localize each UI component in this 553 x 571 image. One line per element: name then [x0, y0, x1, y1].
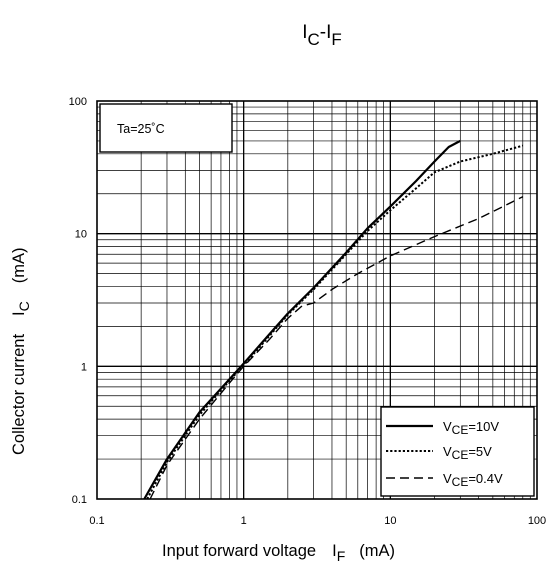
plot-frame [96, 100, 538, 500]
series-lines [143, 139, 524, 500]
y-tick-label: 100 [69, 96, 87, 108]
legend-label-vce-0-4v: VCE=0.4V [443, 471, 503, 489]
legend: VCE=10V VCE=5V VCE=0.4V [380, 406, 535, 497]
y-tick-label: 10 [75, 229, 87, 241]
legend-box [380, 406, 535, 497]
series-line-dotted [146, 144, 524, 500]
y-axis-label-text: Collector current [10, 334, 28, 455]
legend-label-vce-10v: VCE=10V [443, 419, 499, 437]
y-axis-label-symbol: I [10, 311, 28, 316]
y-axis-label-unit: (mA) [10, 247, 28, 283]
chart-title-subscript-2: F [331, 30, 341, 49]
annotation-text: Ta=25˚C [117, 122, 165, 136]
y-tick-label: 0.1 [72, 494, 87, 506]
y-tick-label: 1 [81, 361, 87, 373]
x-axis-label-text: Input forward voltage [162, 542, 316, 560]
series-line-solid [143, 139, 461, 500]
temperature-annotation: Ta=25˚C [99, 103, 233, 153]
x-tick-label: 1 [241, 515, 247, 527]
series-line-dashed [149, 196, 524, 500]
y-axis-label-subscript: C [16, 301, 32, 311]
chart-title-symbol: I [302, 22, 307, 43]
x-tick-label: 100 [528, 515, 546, 527]
chart-title-separator: -I [320, 22, 332, 43]
x-tick-label: 0.1 [89, 515, 104, 527]
x-axis-label: Input forward voltage IF (mA) [162, 542, 395, 564]
x-tick-label: 10 [384, 515, 396, 527]
tick-labels: 0.1 1 10 100 0.1 1 10 100 [69, 96, 547, 527]
grid-lines [97, 101, 537, 499]
x-axis-label-subscript: F [337, 548, 346, 564]
y-axis-label: Collector current IC (mA) [10, 247, 32, 455]
chart-title: IC-IF [302, 22, 342, 49]
x-axis-label-symbol: I [332, 542, 337, 560]
chart-title-subscript: C [308, 30, 320, 49]
legend-label-vce-5v: VCE=5V [443, 444, 492, 462]
annotation-box [99, 103, 233, 153]
x-axis-label-unit: (mA) [359, 542, 395, 560]
